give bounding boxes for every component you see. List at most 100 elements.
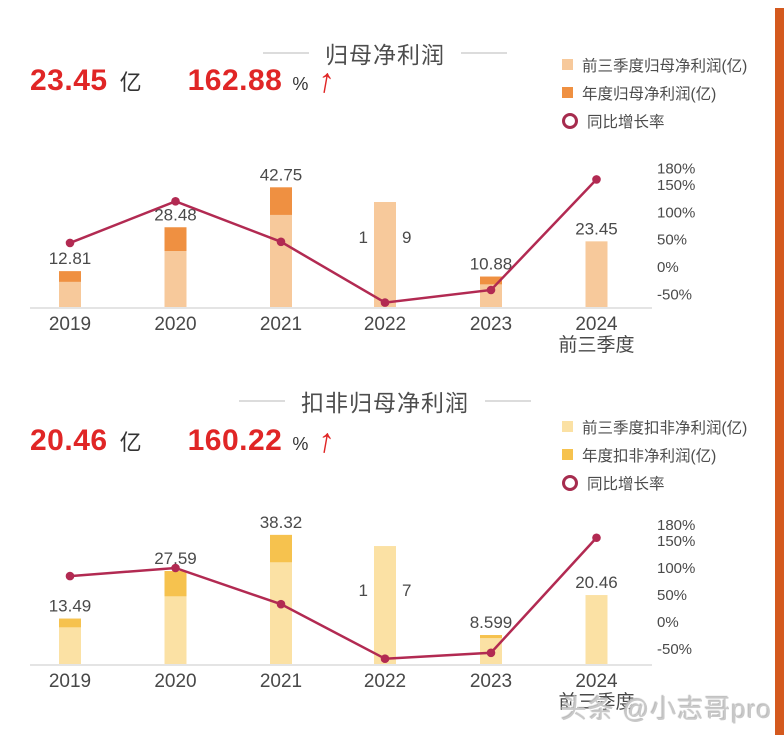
yoy-dot xyxy=(380,298,390,307)
chart1-title-text: 归母净利润 xyxy=(325,42,445,68)
right-axis-tick: 180% xyxy=(657,160,695,177)
legend-item: 同比增长率 xyxy=(562,472,772,493)
x-axis-label: 2024 xyxy=(575,314,618,335)
q3-bar-swatch-icon xyxy=(562,421,573,432)
chart1-stat-unit: 亿 xyxy=(119,70,142,95)
chart2-stat-unit: 亿 xyxy=(119,430,142,455)
right-axis-tick: 0% xyxy=(657,614,679,631)
x-axis-label: 2022 xyxy=(364,314,406,335)
chart1-title: 归母净利润 xyxy=(0,36,770,70)
chart1-stat-value: 23.45 xyxy=(30,64,108,97)
bar-value-label: 9 xyxy=(402,228,411,247)
chart2-legend: 前三季度扣非净利润(亿) 年度扣非净利润(亿) 同比增长率 xyxy=(562,416,772,500)
yoy-dot xyxy=(276,599,286,609)
up-arrow-icon: ↑ xyxy=(314,60,339,102)
x-axis-label: 2023 xyxy=(470,314,512,335)
bar-value-label: 1 xyxy=(359,581,368,600)
chart1-stats: 23.45 亿 162.88 % ↑ xyxy=(30,60,339,102)
bar-q3 xyxy=(164,596,187,664)
bar-q3 xyxy=(585,241,608,307)
title-dash-left xyxy=(263,52,309,54)
title-dash-right xyxy=(485,400,531,402)
bar-value-label: 10.88 xyxy=(470,255,513,274)
legend-item: 年度扣非净利润(亿) xyxy=(562,444,772,465)
x-axis-label: 2020 xyxy=(154,671,196,692)
bar-value-label: 1 xyxy=(359,228,368,247)
annual-bar-swatch-icon xyxy=(562,87,573,98)
bar-value-label: 28.48 xyxy=(154,205,197,224)
bar-value-label: 23.45 xyxy=(575,219,618,238)
bar-q3 xyxy=(374,546,396,664)
legend-item: 年度归母净利润(亿) xyxy=(562,82,772,103)
yoy-dot xyxy=(171,563,180,573)
x-axis-label: 2021 xyxy=(260,314,302,335)
chart1-legend: 前三季度归母净利润(亿) 年度归母净利润(亿) 同比增长率 xyxy=(562,54,772,138)
right-axis-tick: -50% xyxy=(657,286,692,303)
bar-value-label: 27.59 xyxy=(154,549,197,568)
legend-label: 同比增长率 xyxy=(587,113,665,131)
x-axis-label: 2019 xyxy=(49,314,91,335)
chart2-stats: 20.46 亿 160.22 % ↑ xyxy=(30,420,339,462)
legend-label: 年度归母净利润(亿) xyxy=(582,85,717,103)
x-axis-label: 前三季度 xyxy=(558,691,634,713)
right-axis-tick: 0% xyxy=(657,259,679,276)
x-axis-label: 2020 xyxy=(154,314,196,335)
yoy-dot xyxy=(276,237,286,247)
right-accent-stripe xyxy=(775,8,784,735)
right-axis-tick: 150% xyxy=(657,177,695,194)
bar-value-label: 12.81 xyxy=(49,249,92,268)
right-axis-tick: 180% xyxy=(657,517,695,534)
x-axis-label: 2022 xyxy=(364,671,406,692)
yoy-line-swatch-icon xyxy=(562,474,578,491)
yoy-dot xyxy=(171,197,180,206)
chart1-plot: 12.81 2019 28.48 2020 42.75 2021 1 9 2022 10.88 20… xyxy=(30,160,695,356)
x-axis-label: 2021 xyxy=(260,671,302,692)
chart2-stat-value: 20.46 xyxy=(30,424,108,457)
bar-value-label: 42.75 xyxy=(260,165,303,184)
bar-value-label: 13.49 xyxy=(49,597,92,616)
chart1-stat-growth-unit: % xyxy=(292,74,309,94)
chart2-stat-growth: 160.22 xyxy=(187,424,283,457)
title-dash-right xyxy=(461,52,507,54)
watermark: 头条 @小志哥pro xyxy=(560,694,772,724)
bar-q3 xyxy=(585,595,608,664)
right-axis-tick: 100% xyxy=(657,204,695,221)
right-axis-tick: 150% xyxy=(657,533,695,550)
up-arrow-icon: ↑ xyxy=(314,420,339,462)
yoy-dot xyxy=(486,648,496,658)
yoy-dot xyxy=(380,654,390,664)
yoy-dot xyxy=(486,285,496,295)
legend-item: 同比增长率 xyxy=(562,110,772,131)
yoy-dot xyxy=(65,238,75,248)
bar-value-label: 7 xyxy=(402,581,411,600)
legend-item: 前三季度扣非净利润(亿) xyxy=(562,416,772,437)
chart2-title: 扣非归母净利润 xyxy=(0,384,770,418)
title-dash-left xyxy=(239,400,285,402)
legend-item: 前三季度归母净利润(亿) xyxy=(562,54,772,75)
legend-label: 年度扣非净利润(亿) xyxy=(582,447,717,465)
bar-q3 xyxy=(270,562,292,664)
chart2-stat-growth-unit: % xyxy=(292,434,309,454)
right-axis-tick: 50% xyxy=(657,232,687,249)
bar-q3 xyxy=(59,627,81,664)
x-axis-label: 2023 xyxy=(470,671,512,692)
legend-label: 前三季度归母净利润(亿) xyxy=(582,57,748,75)
x-axis-label: 2024 xyxy=(575,671,618,692)
yoy-line-swatch-icon xyxy=(562,112,578,129)
bar-value-label: 38.32 xyxy=(260,513,303,532)
right-axis-tick: 100% xyxy=(657,560,695,577)
bar-q3 xyxy=(164,251,187,307)
chart2-plot: 13.49 2019 27.59 2020 38.32 2021 1 7 2022 8.599 20… xyxy=(30,513,695,713)
bar-q3 xyxy=(59,281,81,307)
legend-label: 前三季度扣非净利润(亿) xyxy=(582,419,748,437)
q3-bar-swatch-icon xyxy=(562,59,573,70)
yoy-line xyxy=(69,178,598,304)
x-axis-label: 2019 xyxy=(49,671,91,692)
yoy-dot xyxy=(592,175,601,184)
bar-q3 xyxy=(270,214,292,307)
bar-q3 xyxy=(374,202,396,307)
right-axis-tick: 50% xyxy=(657,587,687,604)
bar-value-label: 8.599 xyxy=(470,613,513,632)
chart2-title-text: 扣非归母净利润 xyxy=(301,390,469,416)
